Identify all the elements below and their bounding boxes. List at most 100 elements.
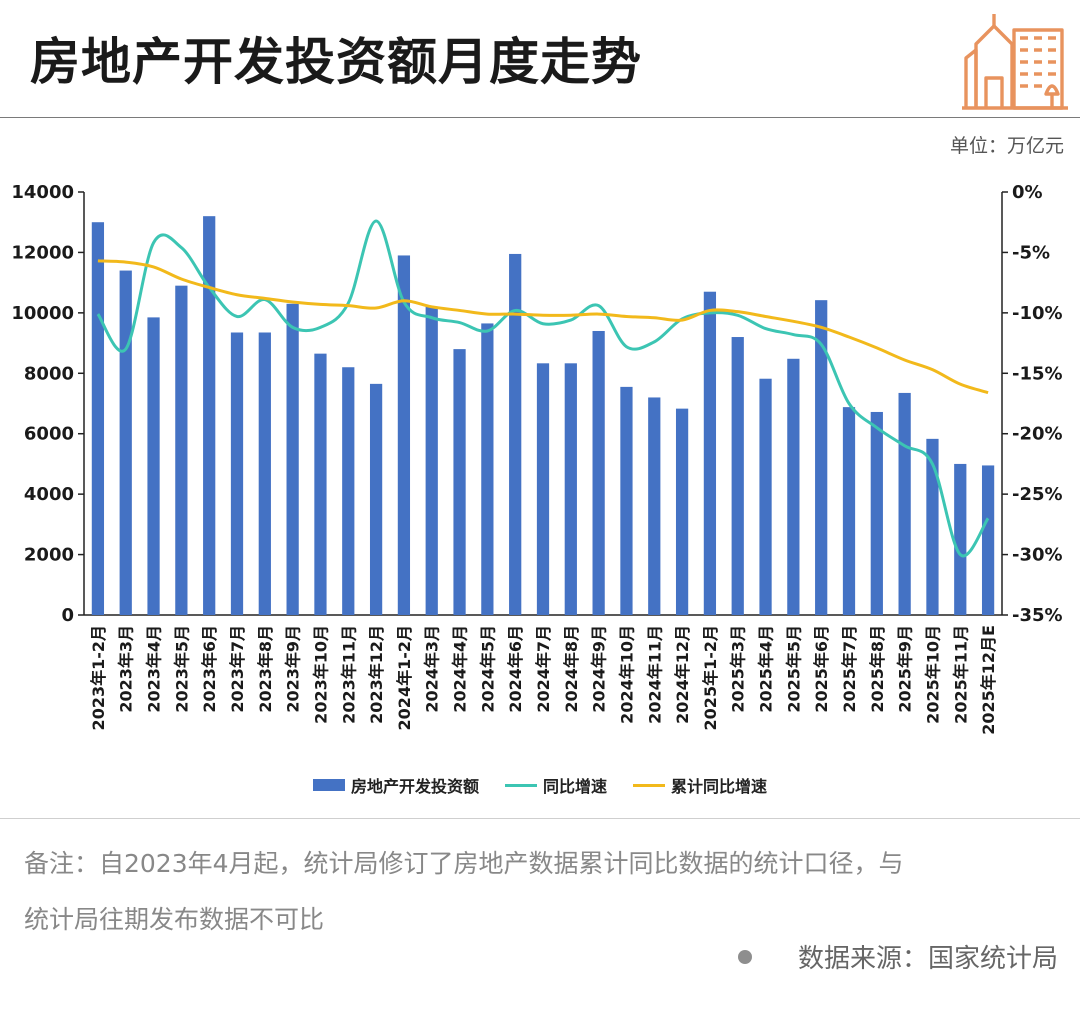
x-tick-label: 2024年9月 bbox=[590, 625, 609, 713]
data-source: 数据来源：国家统计局 bbox=[737, 938, 1058, 975]
bar-investment bbox=[926, 438, 939, 615]
x-tick-label: 2023年12月 bbox=[367, 625, 386, 724]
x-tick-label: 2025年11月 bbox=[951, 625, 970, 724]
x-tick-label: 2023年3月 bbox=[117, 625, 136, 713]
bar-investment bbox=[314, 353, 327, 615]
footer-divider bbox=[0, 818, 1080, 819]
x-tick-label: 2024年12月 bbox=[673, 625, 692, 724]
x-tick-label: 2023年10月 bbox=[311, 625, 330, 724]
x-tick-label: 2024年5月 bbox=[478, 625, 497, 713]
x-tick-label: 2025年12月E bbox=[979, 625, 998, 735]
x-tick-label: 2024年7月 bbox=[534, 625, 553, 713]
x-tick-label: 2023年5月 bbox=[172, 625, 191, 713]
bar-investment bbox=[954, 463, 967, 615]
legend-label: 房地产开发投资额 bbox=[350, 777, 479, 796]
y-right-tick-label: -15% bbox=[1012, 363, 1063, 384]
bar-investment bbox=[564, 363, 577, 615]
line-yoy-growth bbox=[96, 219, 990, 558]
y-left-tick-label: 14000 bbox=[11, 182, 74, 203]
line-cumulative-growth bbox=[97, 259, 989, 395]
x-tick-label: 2023年1-2月 bbox=[89, 625, 108, 730]
x-tick-label: 2024年11月 bbox=[645, 625, 664, 724]
x-tick-label: 2023年4月 bbox=[145, 625, 164, 713]
x-tick-label: 2023年9月 bbox=[284, 625, 303, 713]
bar-investment bbox=[258, 332, 271, 615]
y-left-tick-label: 0 bbox=[61, 605, 74, 626]
x-tick-label: 2024年1-2月 bbox=[395, 625, 414, 730]
y-right-tick-label: -35% bbox=[1012, 605, 1063, 626]
bar-investment bbox=[870, 411, 883, 615]
title-divider bbox=[0, 117, 1080, 118]
bar-investment bbox=[731, 337, 744, 615]
bar-investment bbox=[453, 349, 466, 615]
chart-legend: 房地产开发投资额 同比增速 累计同比增速 bbox=[0, 773, 1080, 797]
bar-investment bbox=[759, 378, 772, 615]
x-tick-label: 2025年10月 bbox=[923, 625, 942, 724]
legend-label: 累计同比增速 bbox=[671, 777, 768, 796]
y-left-tick-label: 6000 bbox=[24, 424, 74, 445]
x-tick-label: 2023年11月 bbox=[339, 625, 358, 724]
y-right-tick-label: -25% bbox=[1012, 484, 1063, 505]
bar-investment bbox=[898, 392, 911, 615]
y-right-tick-label: -20% bbox=[1012, 424, 1063, 445]
bar-investment bbox=[509, 253, 522, 616]
bar-investment bbox=[981, 465, 995, 615]
bar-investment bbox=[397, 255, 411, 615]
bar-investment bbox=[815, 300, 828, 615]
bar-investment bbox=[91, 222, 105, 615]
unit-label: 单位：万亿元 bbox=[949, 135, 1064, 157]
bar-investment bbox=[369, 383, 383, 615]
x-tick-label: 2023年8月 bbox=[256, 625, 275, 713]
x-tick-label: 2024年8月 bbox=[562, 625, 581, 713]
bullet-dot bbox=[737, 949, 752, 964]
bar-investment bbox=[342, 367, 355, 615]
bar-investment bbox=[425, 306, 438, 615]
bar-investment bbox=[147, 317, 160, 615]
bar-investment bbox=[481, 323, 494, 615]
bar-investment bbox=[842, 407, 856, 615]
footnote-line-1: 备注：自2023年4月起，统计局修订了房地产数据累计同比数据的统计口径，与 bbox=[24, 849, 904, 878]
bar-investment bbox=[175, 285, 188, 615]
y-right-tick-label: -10% bbox=[1012, 303, 1063, 324]
footnote-line-2: 统计局往期发布数据不可比 bbox=[24, 905, 325, 934]
x-tick-label: 2024年6月 bbox=[506, 625, 525, 713]
footnote: 备注：自2023年4月起，统计局修订了房地产数据累计同比数据的统计口径，与 统计… bbox=[24, 836, 1064, 948]
x-tick-label: 2024年4月 bbox=[451, 625, 470, 713]
x-tick-label: 2023年7月 bbox=[228, 625, 247, 713]
x-tick-label: 2025年6月 bbox=[812, 625, 831, 713]
page-title: 房地产开发投资额月度走势 bbox=[30, 33, 642, 91]
legend-swatch-line bbox=[633, 783, 665, 787]
y-right-tick-label: 0% bbox=[1012, 182, 1043, 203]
y-right-tick-label: -30% bbox=[1012, 545, 1063, 566]
x-tick-label: 2025年9月 bbox=[896, 625, 915, 713]
x-tick-label: 2025年1-2月 bbox=[701, 625, 720, 730]
bar-investment bbox=[648, 397, 661, 615]
bar-investment bbox=[675, 408, 689, 615]
legend-item-investment: 房地产开发投资额 bbox=[312, 773, 479, 797]
bar-investment bbox=[203, 216, 216, 615]
y-left-tick-label: 10000 bbox=[11, 303, 74, 324]
legend-label: 同比增速 bbox=[542, 777, 607, 796]
y-left-tick-label: 12000 bbox=[11, 242, 74, 263]
legend-item-cumulative: 累计同比增速 bbox=[633, 773, 767, 797]
bar-investment bbox=[592, 330, 605, 615]
bar-investment bbox=[703, 291, 717, 615]
chart-area: 0 2000 4000 6000 8000 10000 12000 14000 -35% -30%… bbox=[11, 182, 1063, 735]
x-tick-label: 2025年5月 bbox=[784, 625, 803, 713]
bar-investment bbox=[536, 363, 550, 615]
bar-investment bbox=[230, 332, 244, 615]
legend-swatch-line bbox=[504, 783, 537, 787]
city-buildings-icon bbox=[962, 14, 1068, 110]
y-left-tick-label: 4000 bbox=[24, 484, 74, 505]
source-text: 数据来源：国家统计局 bbox=[797, 944, 1058, 974]
y-right-tick-label: -5% bbox=[1012, 242, 1050, 263]
x-tick-label: 2025年4月 bbox=[757, 625, 776, 713]
bar-investment bbox=[119, 270, 132, 615]
x-tick-label: 2025年3月 bbox=[729, 625, 748, 713]
x-tick-label: 2025年7月 bbox=[840, 625, 859, 713]
bar-investment bbox=[286, 303, 299, 615]
y-left-tick-label: 2000 bbox=[24, 545, 74, 566]
legend-swatch-bar bbox=[312, 779, 345, 791]
x-tick-label: 2024年10月 bbox=[617, 625, 636, 724]
bar-investment bbox=[620, 386, 633, 615]
